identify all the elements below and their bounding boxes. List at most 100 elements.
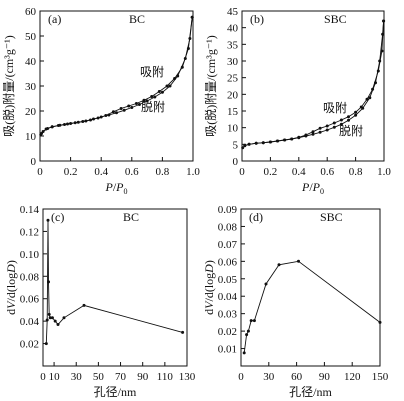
data-point [245, 333, 249, 337]
x-tick-label: 1.0 [186, 166, 200, 178]
data-point [186, 47, 190, 50]
x-tick-label: 0.6 [125, 166, 139, 178]
data-point [376, 69, 380, 73]
data-point [96, 116, 100, 120]
y-tick-label: 0.06 [20, 294, 40, 306]
panel-label: (a) [48, 12, 61, 26]
data-point [261, 141, 265, 145]
data-point [127, 104, 131, 108]
y-tick-label: 0 [31, 156, 37, 168]
data-point [332, 121, 336, 125]
x-tick-label: 120 [344, 371, 361, 383]
data-point [62, 316, 66, 320]
y-tick-label: 25 [227, 73, 239, 85]
y-tick-label: 0.02 [218, 326, 237, 338]
x-tick-label: 90 [137, 371, 149, 383]
x-tick-label: 50 [93, 371, 105, 383]
data-point [318, 126, 322, 130]
panel-d: 0 30 60 90 120 150 0.01 0.02 0.03 0.04 0.05 0.06 0.0… [202, 204, 389, 399]
data-point [58, 123, 62, 127]
y-axis-label: dV/d(logD) [202, 260, 216, 315]
data-point [82, 303, 86, 307]
x-tick-label: 30 [263, 371, 275, 383]
data-point [47, 280, 50, 284]
x-tick-label: 0.8 [349, 166, 363, 178]
data-point [247, 142, 251, 146]
data-point [168, 84, 172, 88]
y-tick-label: 5 [233, 139, 239, 151]
data-point [241, 146, 245, 150]
data-point [145, 99, 149, 103]
series-脱附 [243, 19, 386, 147]
sample-title: BC [129, 12, 145, 26]
data-point [382, 19, 386, 23]
data-point [304, 133, 308, 137]
x-tick-label: 0 [239, 166, 245, 178]
y-tick-label: 10 [25, 131, 37, 143]
x-tick-label: 110 [157, 371, 174, 383]
series-脱附 [40, 15, 194, 135]
data-point [249, 319, 253, 323]
panel-c: 0 10 30 50 70 90 110 130 0.02 0.04 0.06 0.08 0.10 0.1… [4, 204, 196, 399]
y-axis-label: dV/d(logD) [4, 260, 18, 315]
series-line [41, 17, 193, 134]
series-line-0 [44, 218, 185, 346]
data-point [290, 137, 294, 141]
data-point [181, 330, 185, 334]
plot-frame [42, 208, 188, 367]
panel-label: (c) [51, 210, 64, 224]
x-tick-label: 60 [291, 371, 303, 383]
panel-b: 0 0.2 0.4 0.6 0.8 1.0 0 5 10 15 20 25 30 35 40 45 (b) SBC… [203, 6, 391, 196]
x-axis-label: P/P0 [104, 180, 127, 196]
data-point [104, 114, 108, 117]
y-tick-label: 0.01 [218, 344, 237, 356]
data-point [180, 65, 184, 69]
data-point [347, 115, 350, 119]
x-tick-label: 10 [49, 371, 61, 383]
data-point [252, 319, 256, 323]
data-point [119, 107, 123, 110]
data-point [371, 87, 375, 91]
data-point [190, 15, 194, 19]
data-point [115, 111, 118, 115]
data-point [311, 130, 315, 134]
data-point [46, 218, 50, 222]
data-point [311, 132, 315, 136]
y-tick-label: 0.07 [218, 239, 238, 251]
y-tick-label: 15 [227, 106, 239, 118]
y-tick-label: 0.08 [20, 271, 40, 283]
y-tick-label: 0.12 [20, 226, 39, 238]
data-point [142, 98, 146, 102]
panel-label: (d) [249, 210, 263, 224]
x-tick-label: 0.4 [292, 166, 306, 178]
data-point [264, 282, 268, 286]
data-point [347, 118, 350, 122]
y-tick-label: 30 [227, 56, 239, 68]
data-point [56, 323, 60, 326]
x-tick-label: 0 [238, 371, 244, 383]
series-吸附 [241, 19, 386, 150]
data-point [53, 319, 57, 323]
x-tick-label: 0 [40, 371, 46, 383]
y-axis-label: 吸(脱)附量/(cm³g⁻¹) [1, 35, 16, 137]
data-point [111, 110, 115, 114]
y-tick-label: 50 [25, 31, 37, 43]
data-point [254, 141, 258, 145]
data-point [150, 95, 154, 98]
x-tick-label: 70 [115, 371, 127, 383]
y-tick-label: 0.02 [20, 339, 39, 351]
data-point [318, 130, 322, 134]
data-point [359, 105, 363, 109]
sample-title: SBC [324, 12, 347, 26]
y-tick-label: 0.03 [218, 309, 238, 321]
data-point [173, 77, 177, 80]
x-axis-label: 孔径/nm [94, 385, 137, 399]
data-point [134, 102, 138, 105]
data-point [50, 125, 54, 129]
data-point [137, 103, 141, 106]
data-point [354, 113, 358, 117]
y-tick-label: 0.08 [218, 221, 238, 233]
series-line [45, 220, 183, 344]
